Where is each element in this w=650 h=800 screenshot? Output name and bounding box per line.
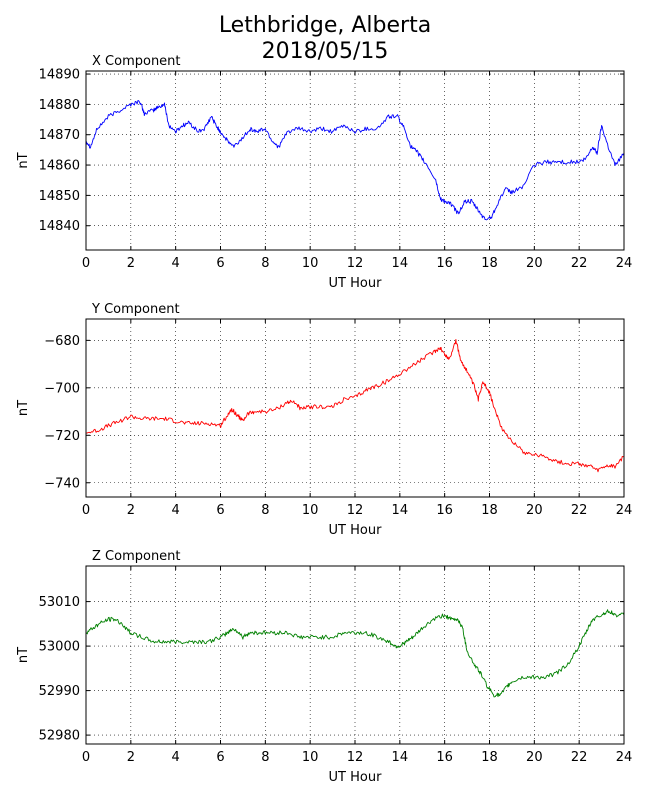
z-panel-xtick-label: 16 — [436, 750, 453, 765]
x-panel-xtick-label: 8 — [261, 256, 269, 271]
x-panel-xtick-label: 0 — [82, 256, 90, 271]
x-panel-xtick-label: 22 — [571, 256, 588, 271]
z-panel-title: Z Component — [92, 549, 181, 564]
x-panel-xtick-label: 16 — [436, 256, 453, 271]
z-panel-xtick-label: 24 — [616, 750, 633, 765]
x-panel-title: X Component — [92, 54, 181, 69]
y-panel-ytick-label: −680 — [44, 334, 80, 349]
figure-title-date: 2018/05/15 — [261, 39, 389, 64]
y-panel-xaxis-label: UT Hour — [329, 523, 383, 538]
x-component-series-line — [85, 99, 625, 221]
z-panel-yaxis-label: nT — [16, 647, 31, 663]
z-panel-ytick-label: 53010 — [39, 595, 80, 610]
x-panel-xtick-label: 12 — [347, 256, 364, 271]
x-panel-xtick-label: 10 — [302, 256, 319, 271]
x-panel-xaxis-label: UT Hour — [329, 276, 383, 291]
y-panel-xtick-label: 18 — [481, 503, 498, 518]
x-panel-ytick-label: 14890 — [39, 68, 80, 83]
z-panel-xtick-label: 10 — [302, 750, 319, 765]
y-panel-xtick-label: 4 — [172, 503, 180, 518]
z-component-series-line — [85, 609, 625, 698]
z-panel-xtick-label: 22 — [571, 750, 588, 765]
y-panel-xtick-label: 24 — [616, 503, 633, 518]
z-panel-xtick-label: 8 — [261, 750, 269, 765]
y-panel-yaxis-label: nT — [16, 400, 31, 416]
y-panel-ytick-label: −720 — [44, 429, 80, 444]
x-panel-yaxis-label: nT — [16, 152, 31, 168]
y-panel-xtick-label: 2 — [127, 503, 135, 518]
z-panel-xtick-label: 18 — [481, 750, 498, 765]
z-panel-xtick-label: 2 — [127, 750, 135, 765]
z-panel-xaxis-label: UT Hour — [329, 770, 383, 785]
z-panel-ytick-label: 53000 — [39, 640, 80, 655]
x-panel-xtick-label: 2 — [127, 256, 135, 271]
z-panel-xtick-label: 20 — [526, 750, 543, 765]
y-panel-xtick-label: 20 — [526, 503, 543, 518]
y-panel-ytick-label: −740 — [44, 476, 80, 491]
x-panel-xtick-label: 20 — [526, 256, 543, 271]
z-panel-xtick-label: 14 — [392, 750, 409, 765]
z-panel-xtick-label: 0 — [82, 750, 90, 765]
x-panel-xtick-label: 4 — [172, 256, 180, 271]
y-panel-xtick-label: 22 — [571, 503, 588, 518]
x-panel-xtick-label: 18 — [481, 256, 498, 271]
y-component-series-line — [85, 338, 624, 473]
x-panel-ytick-label: 14850 — [39, 189, 80, 204]
y-panel-xtick-label: 8 — [261, 503, 269, 518]
y-panel-xtick-label: 14 — [392, 503, 409, 518]
z-panel-xtick-label: 6 — [216, 750, 224, 765]
y-panel-xtick-label: 6 — [216, 503, 224, 518]
x-panel-xtick-label: 6 — [216, 256, 224, 271]
x-panel-ytick-label: 14860 — [39, 159, 80, 174]
x-panel-xtick-label: 14 — [392, 256, 409, 271]
x-panel-ytick-label: 14870 — [39, 128, 80, 143]
y-panel-xtick-label: 12 — [347, 503, 364, 518]
y-panel-xtick-label: 0 — [82, 503, 90, 518]
y-panel-ytick-label: −700 — [44, 381, 80, 396]
y-panel-title: Y Component — [91, 302, 180, 317]
x-panel-xtick-label: 24 — [616, 256, 633, 271]
z-panel-ytick-label: 52980 — [39, 729, 80, 744]
z-panel-xtick-label: 12 — [347, 750, 364, 765]
x-panel-ytick-label: 14880 — [39, 98, 80, 113]
z-panel-xtick-label: 4 — [172, 750, 180, 765]
y-panel-xtick-label: 16 — [436, 503, 453, 518]
x-panel-ytick-label: 14840 — [39, 219, 80, 234]
figure-title-station: Lethbridge, Alberta — [218, 13, 432, 38]
y-panel-xtick-label: 10 — [302, 503, 319, 518]
z-panel-ytick-label: 52990 — [39, 684, 80, 699]
